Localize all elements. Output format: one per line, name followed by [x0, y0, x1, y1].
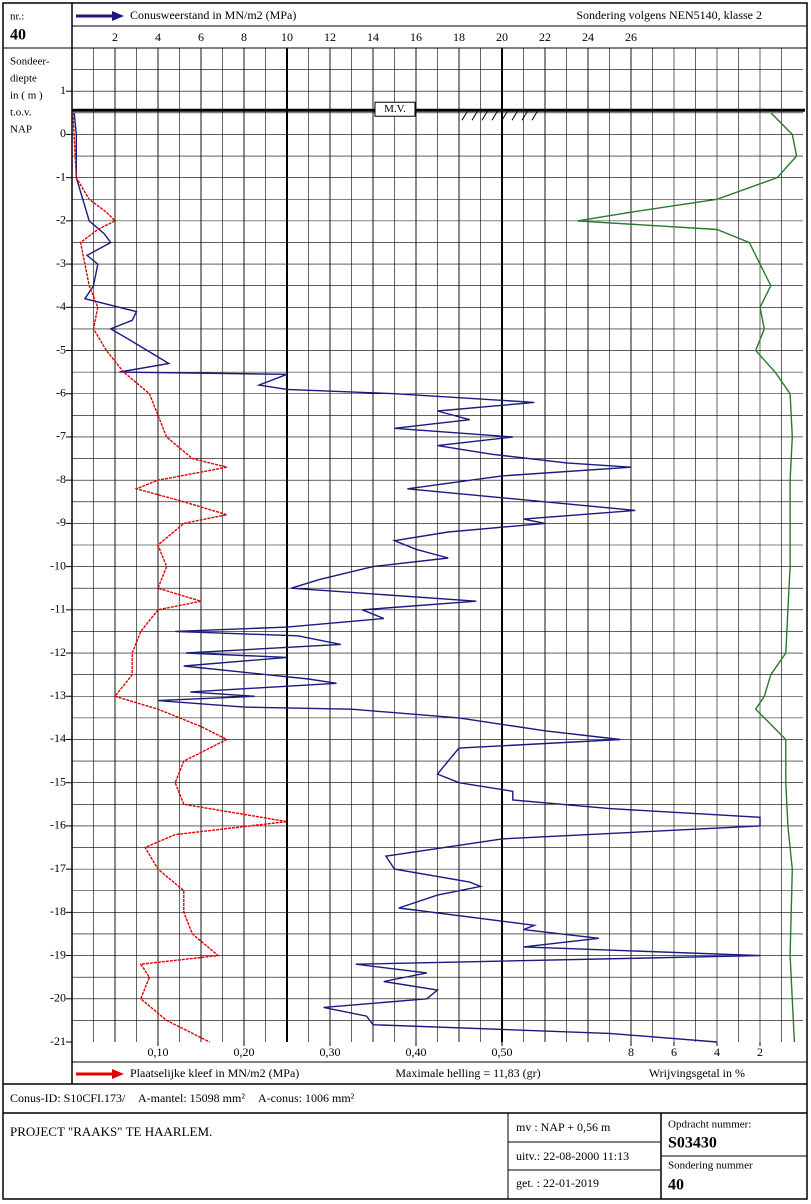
y-tick-label: -5 — [56, 342, 66, 356]
legend-arrow — [112, 11, 124, 21]
y-tick-label: -9 — [56, 515, 66, 529]
series-line — [577, 112, 798, 1043]
annotation: Maximale helling = 11,83 (gr) — [395, 1066, 540, 1080]
mv: mv : NAP + 0,56 m — [516, 1120, 611, 1134]
y-tick-label: -3 — [56, 256, 66, 270]
y-tick-label: -11 — [50, 602, 66, 616]
y-tick-label: -16 — [50, 818, 66, 832]
series-line — [72, 112, 288, 1043]
ground-hatch — [481, 109, 489, 121]
plot: 2 4 6 8 10 12 14 16 18 20 22 24 2610-1-2-3-4-5-6-7-8… — [10, 30, 805, 1059]
y-tick-label: -12 — [50, 645, 66, 659]
a-mantel: A-mantel: 15098 mm² — [138, 1091, 245, 1105]
y-tick-label: -14 — [50, 731, 66, 745]
x-tick-label: 24 — [582, 30, 594, 44]
y-axis-label: Sondeer- — [10, 56, 50, 68]
x-tick-label: 20 — [496, 30, 508, 44]
x-tick-label: 12 — [324, 30, 336, 44]
y-axis-label: in ( m ) — [10, 90, 43, 102]
y-tick-label: -18 — [50, 904, 66, 918]
x-tick-label: 6 — [198, 30, 204, 44]
ground-hatch — [511, 109, 519, 121]
x2-tick-label: 0,40 — [406, 1045, 427, 1059]
opdracht-label: Opdracht nummer: — [668, 1119, 751, 1131]
project: PROJECT "RAAKS" TE HAARLEM. — [10, 1124, 212, 1139]
y-axis-label: diepte — [10, 73, 37, 85]
ground-hatch — [531, 109, 539, 121]
y-tick-label: -20 — [50, 991, 66, 1005]
standard: Sondering volgens NEN5140, klasse 2 — [576, 8, 762, 22]
sondering-label: Sondering nummer — [668, 1160, 753, 1172]
x-tick-label: 16 — [410, 30, 422, 44]
opdracht: S03430 — [668, 1135, 717, 1152]
y-tick-label: -19 — [50, 947, 66, 961]
ground-label: M.V. — [384, 103, 406, 115]
a-conus: A-conus: 1006 mm² — [258, 1091, 355, 1105]
nr-label: nr.: — [10, 11, 24, 23]
ground-hatch — [491, 109, 499, 121]
x3-tick-label: 6 — [671, 1045, 677, 1059]
x3-tick-label: 8 — [628, 1045, 634, 1059]
x2-tick-label: 0,50 — [492, 1045, 513, 1059]
y-tick-label: -15 — [50, 774, 66, 788]
x-tick-label: 10 — [281, 30, 293, 44]
ground-hatch — [501, 109, 509, 121]
legend-label: Conusweerstand in MN/m2 (MPa) — [130, 8, 296, 22]
x3-tick-label: 2 — [757, 1045, 763, 1059]
y-axis-label: t.o.v. — [10, 107, 32, 119]
y-tick-label: -2 — [56, 213, 66, 227]
y-tick-label: -13 — [50, 688, 66, 702]
x-tick-label: 18 — [453, 30, 465, 44]
x2-tick-label: 0,20 — [234, 1045, 255, 1059]
series-line — [73, 112, 761, 1043]
nr: 40 — [10, 27, 26, 44]
y-tick-label: 1 — [60, 83, 66, 97]
legend-arrow — [112, 1069, 124, 1079]
y-tick-label: -21 — [50, 1034, 66, 1048]
legend-label: Plaatselijke kleef in MN/m2 (MPa) — [130, 1066, 299, 1080]
x3-tick-label: 4 — [714, 1045, 720, 1059]
ground-hatch — [471, 109, 479, 121]
y-tick-label: 0 — [60, 126, 66, 140]
y-tick-label: -10 — [50, 558, 66, 572]
ground-hatch — [461, 109, 469, 121]
y-tick-label: -6 — [56, 385, 66, 399]
uitv: uitv.: 22-08-2000 11:13 — [516, 1149, 629, 1163]
ground-label-box — [374, 101, 416, 117]
x-tick-label: 2 — [112, 30, 118, 44]
get: get. : 22-01-2019 — [516, 1176, 599, 1190]
y-tick-label: -8 — [56, 472, 66, 486]
legend-label: Wrijvingsgetal in % — [649, 1066, 745, 1080]
x-tick-label: 8 — [241, 30, 247, 44]
x-tick-label: 14 — [367, 30, 379, 44]
sondering: 40 — [668, 1177, 684, 1194]
y-tick-label: -7 — [56, 429, 66, 443]
x-tick-label: 22 — [539, 30, 551, 44]
ground-hatch — [521, 109, 529, 121]
x2-tick-label: 0,10 — [148, 1045, 169, 1059]
conus-id: Conus-ID: S10CFI.173/ — [10, 1091, 126, 1105]
x2-tick-label: 0,30 — [320, 1045, 341, 1059]
x-tick-label: 26 — [625, 30, 637, 44]
x-tick-label: 4 — [155, 30, 161, 44]
y-axis-label: NAP — [10, 124, 32, 136]
y-tick-label: -4 — [56, 299, 66, 313]
y-tick-label: -1 — [56, 169, 66, 183]
y-tick-label: -17 — [50, 861, 66, 875]
